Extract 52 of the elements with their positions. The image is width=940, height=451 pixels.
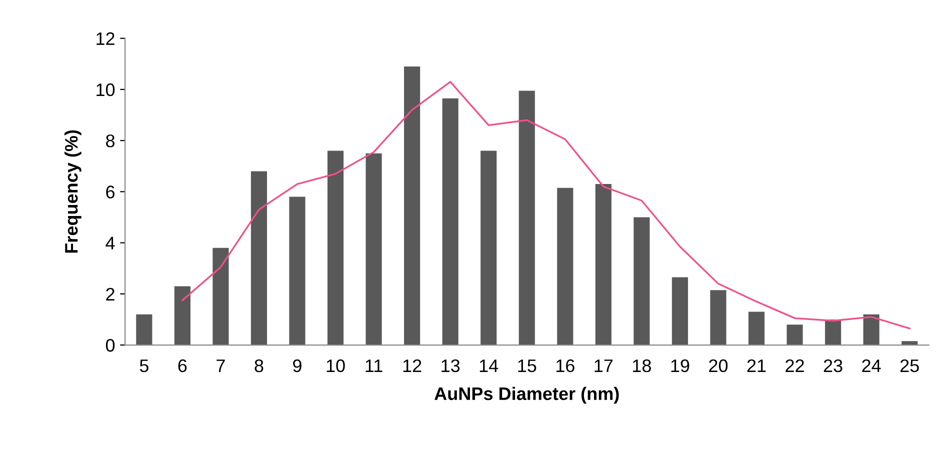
x-tick-label: 25 [900, 359, 919, 372]
x-tick-label: 24 [862, 359, 881, 372]
line-series [182, 80, 910, 330]
x-tick-label: 6 [178, 359, 187, 372]
bar [136, 314, 152, 346]
x-tick-label: 14 [480, 360, 498, 372]
y-tick-label: 0 [106, 338, 115, 352]
x-tick-label: 19 [671, 359, 690, 372]
y-tick-label: 10 [96, 83, 115, 96]
bar [404, 66, 420, 346]
bar [250, 171, 268, 346]
bar [442, 98, 458, 346]
bar [327, 150, 344, 346]
x-tick-label: 11 [366, 360, 382, 372]
x-tick-label: 12 [403, 359, 422, 372]
x-tick-label: 8 [254, 359, 264, 372]
bar [825, 319, 842, 346]
bar [557, 188, 574, 346]
bar [786, 324, 803, 346]
x-tick-label: 20 [709, 359, 728, 372]
y-tick-label: 4 [106, 236, 115, 250]
y-tick-label: 6 [106, 186, 115, 198]
x-tick-label: 17 [594, 360, 613, 372]
y-axis-title: Frequency (%) [64, 130, 82, 253]
y-tick-label: 12 [96, 32, 114, 45]
x-tick-label: 9 [293, 359, 302, 372]
bar [518, 90, 535, 346]
x-tick-label: 13 [442, 359, 460, 372]
bar [710, 290, 726, 346]
x-tick-label: 18 [633, 359, 651, 372]
x-tick-label: 21 [747, 359, 766, 372]
bar [863, 314, 880, 346]
x-tick-label: 16 [556, 359, 574, 372]
y-tick-label: 8 [106, 134, 115, 148]
bar [902, 341, 918, 346]
x-tick-label: 23 [824, 359, 842, 372]
x-tick-label: 7 [216, 360, 225, 372]
y-tick-label: 2 [106, 288, 114, 300]
x-axis-title: AuNPs Diameter (nm) [434, 386, 619, 404]
bar [212, 248, 229, 346]
x-tick-label: 10 [326, 359, 345, 372]
bar [480, 150, 497, 346]
bar [366, 153, 382, 346]
bar [174, 286, 190, 346]
x-tick-label: 5 [140, 360, 148, 372]
bar [634, 217, 650, 346]
x-tick-label: 15 [518, 360, 536, 372]
bar [748, 312, 765, 346]
bar [289, 196, 306, 346]
x-tick-label: 22 [786, 359, 804, 372]
bar [595, 184, 612, 346]
bar [672, 277, 688, 346]
